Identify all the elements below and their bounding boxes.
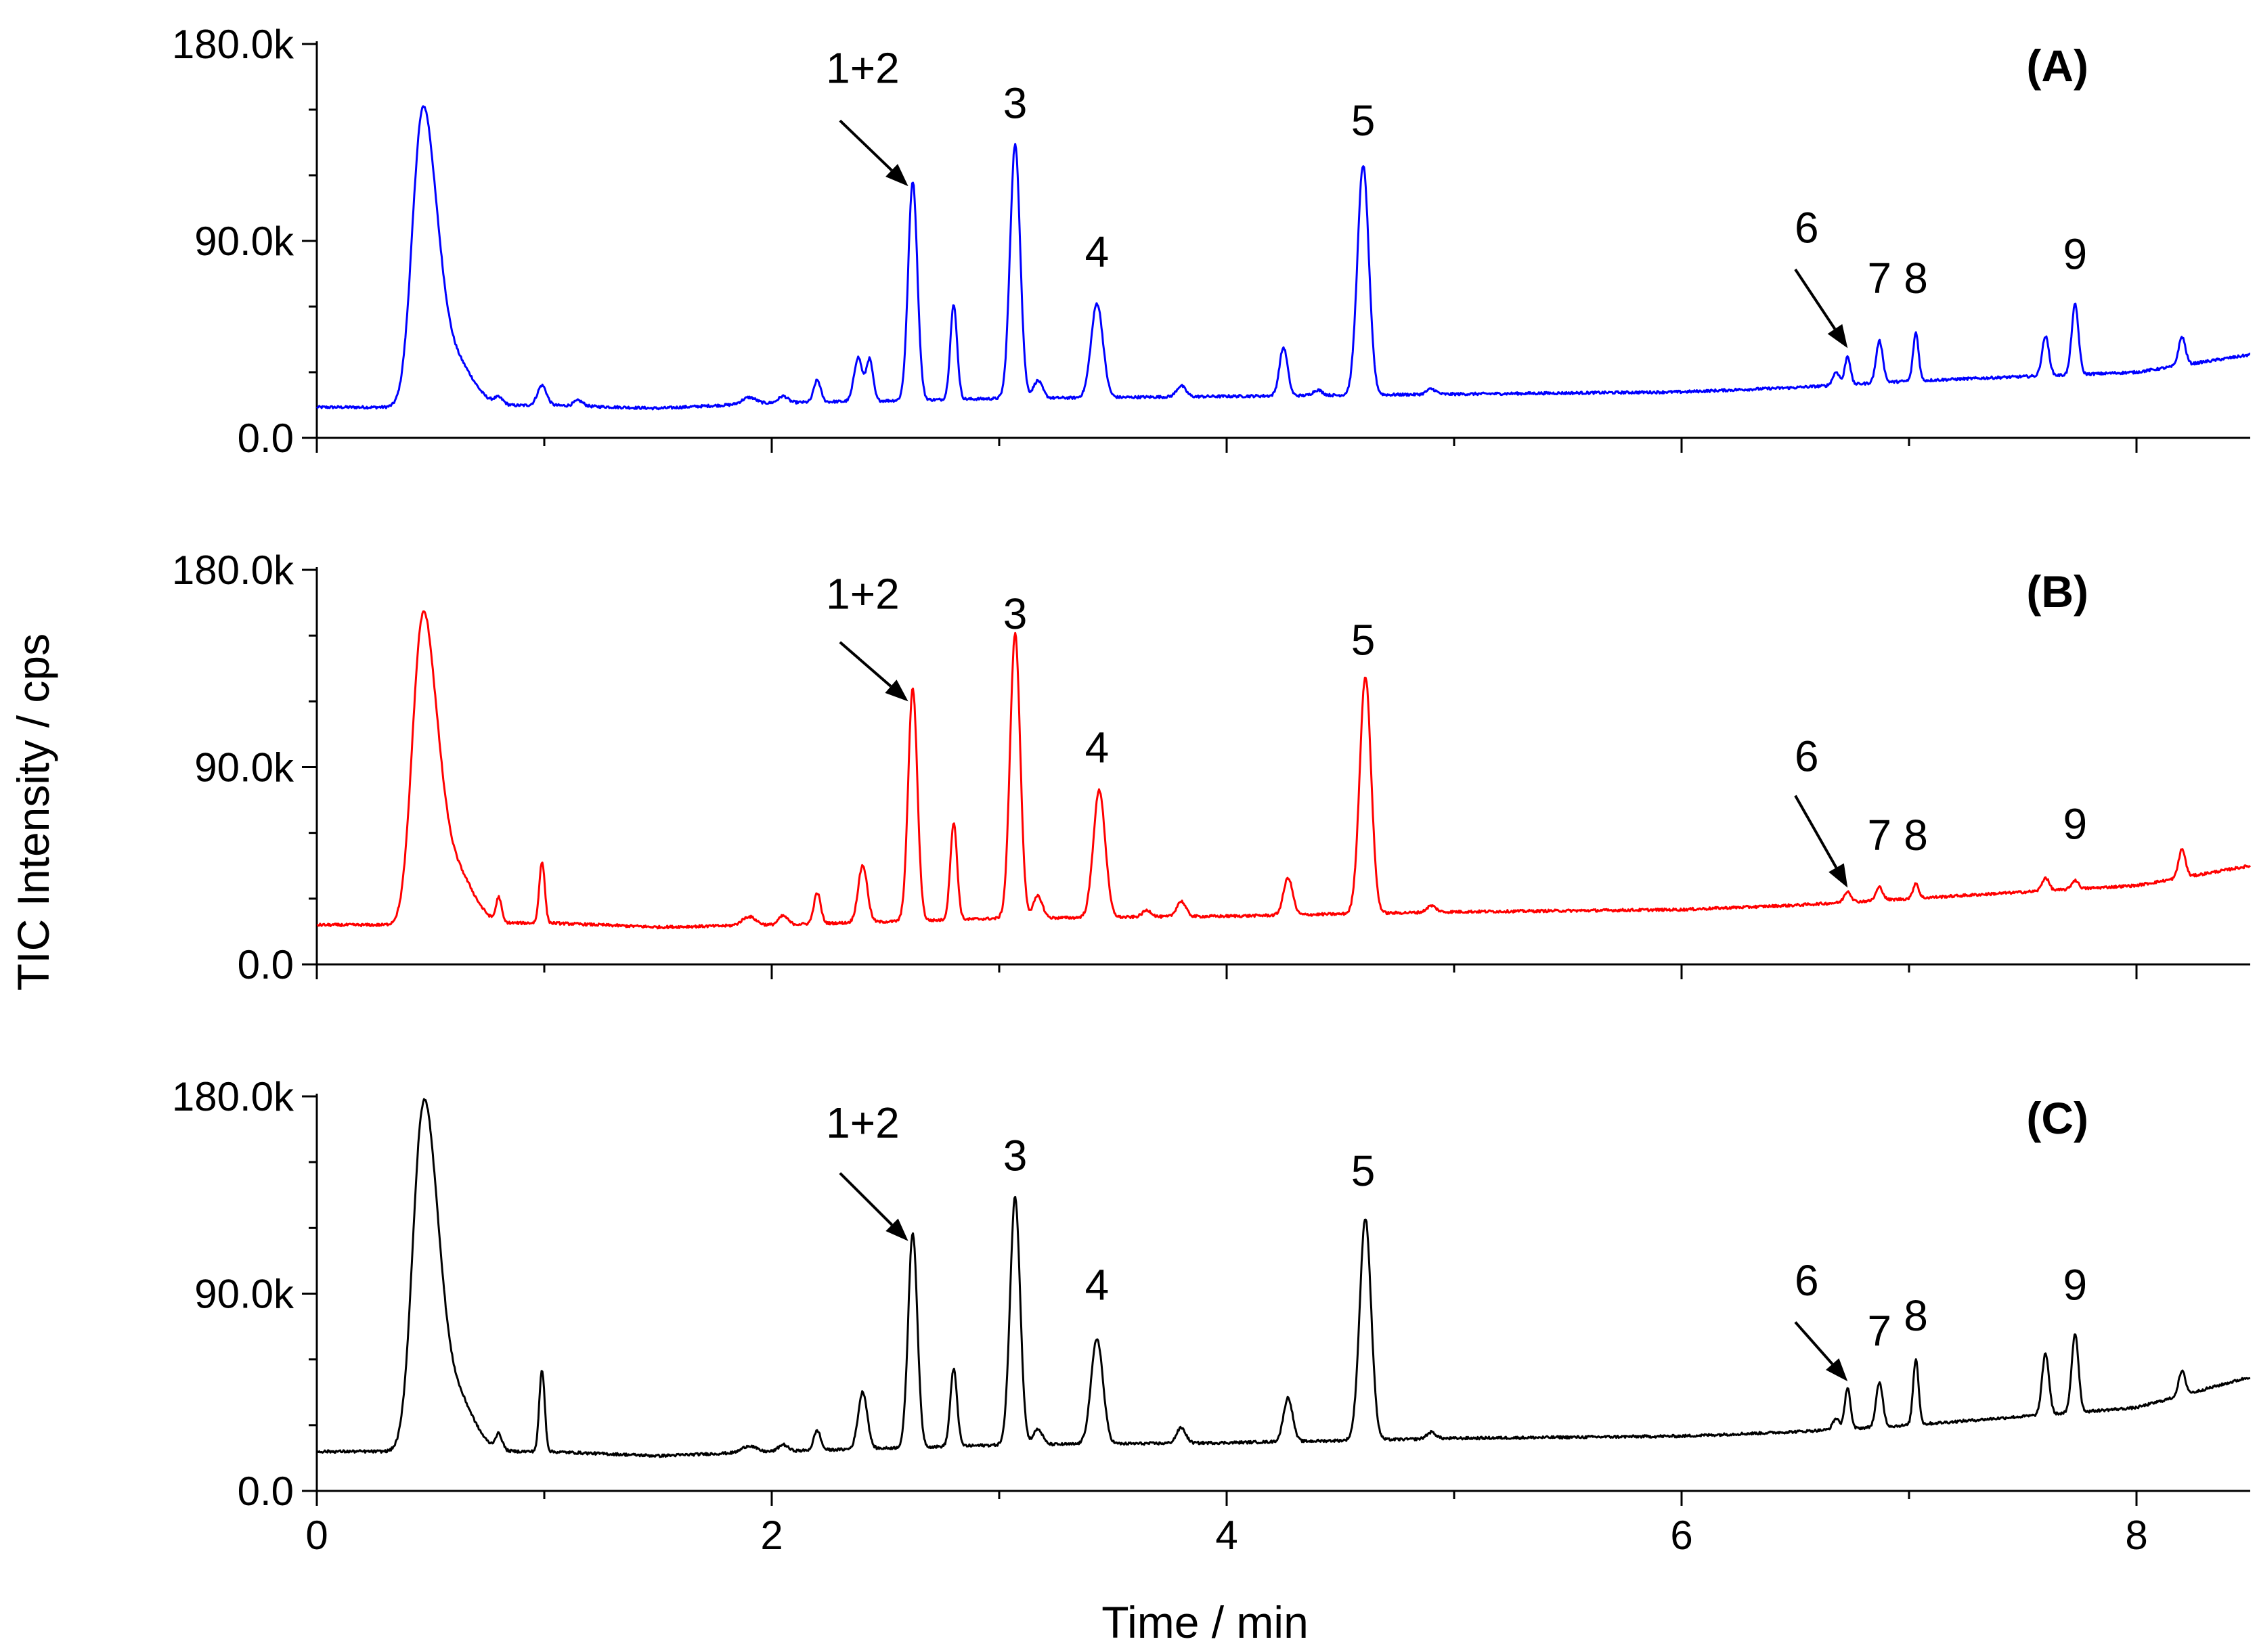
peak-label: 4 bbox=[1085, 723, 1110, 772]
peak-label: 1+2 bbox=[826, 44, 900, 93]
series-trace bbox=[315, 105, 2251, 411]
y-tick-label: 0.0 bbox=[238, 1469, 294, 1514]
y-tick-label: 90.0k bbox=[194, 745, 294, 790]
annotation-arrow-head bbox=[1826, 1358, 1848, 1382]
y-tick-label: 180.0k bbox=[172, 548, 294, 593]
y-tick-label: 90.0k bbox=[194, 219, 294, 264]
x-tick-label: 8 bbox=[2125, 1513, 2147, 1558]
x-tick-label: 0 bbox=[305, 1513, 328, 1558]
peak-label: 7 bbox=[1868, 811, 1892, 860]
y-tick-label: 0.0 bbox=[238, 942, 294, 987]
y-tick-label: 180.0k bbox=[172, 22, 294, 67]
panel-label: (A) bbox=[2026, 41, 2088, 91]
annotation-arrow-shaft bbox=[839, 641, 892, 688]
x-tick-label: 4 bbox=[1215, 1513, 1237, 1558]
peak-label: 6 bbox=[1795, 1256, 1819, 1305]
annotation-arrow-shaft bbox=[1794, 1321, 1834, 1365]
y-tick-label: 180.0k bbox=[172, 1074, 294, 1119]
series-trace bbox=[316, 610, 2252, 930]
x-tick-label: 2 bbox=[760, 1513, 783, 1558]
peak-label: 6 bbox=[1795, 732, 1819, 780]
panel-0: 0.0 90.0k 180.0k (A) 1+2 3 4 5 6 7 8 9 bbox=[172, 22, 2251, 461]
peak-label: 9 bbox=[2063, 800, 2087, 849]
annotation-arrow-shaft bbox=[839, 1171, 893, 1226]
annotation-arrow-head bbox=[1828, 863, 1848, 888]
peak-label: 1+2 bbox=[826, 570, 900, 619]
peak-label: 6 bbox=[1795, 204, 1819, 252]
peak-label: 7 bbox=[1868, 254, 1892, 303]
peak-label: 5 bbox=[1351, 1146, 1376, 1195]
annotation-arrow-head bbox=[1827, 323, 1848, 349]
peak-label: 1+2 bbox=[826, 1098, 900, 1147]
peak-label: 8 bbox=[1904, 811, 1928, 860]
x-axis-title: Time / min bbox=[1101, 1597, 1309, 1647]
peak-label: 8 bbox=[1904, 1291, 1928, 1340]
series-trace bbox=[315, 1098, 2251, 1458]
x-tick-label: 6 bbox=[1670, 1513, 1692, 1558]
annotation-arrow-head bbox=[885, 679, 908, 702]
peak-label: 5 bbox=[1351, 616, 1376, 665]
peak-label: 5 bbox=[1351, 96, 1376, 145]
peak-label: 4 bbox=[1085, 1261, 1110, 1310]
peak-label: 9 bbox=[2063, 1261, 2087, 1310]
peak-label: 8 bbox=[1904, 254, 1928, 303]
y-axis-title: TIC Intensity / cps bbox=[8, 633, 58, 991]
annotation-arrow-head bbox=[885, 1218, 908, 1241]
panel-label: (C) bbox=[2026, 1093, 2088, 1143]
peak-label: 3 bbox=[1003, 589, 1028, 638]
annotation-arrow-head bbox=[885, 164, 908, 187]
peak-label: 3 bbox=[1003, 1131, 1028, 1180]
panel-label: (B) bbox=[2026, 566, 2088, 617]
peak-label: 7 bbox=[1868, 1307, 1892, 1356]
peak-label: 3 bbox=[1003, 79, 1028, 127]
annotation-arrow-shaft bbox=[839, 119, 893, 172]
peak-label: 9 bbox=[2063, 229, 2087, 278]
panel-1: 0.0 90.0k 180.0k (B) 1+2 3 4 5 6 7 8 9 bbox=[172, 548, 2252, 987]
y-tick-label: 0.0 bbox=[238, 416, 294, 461]
annotation-arrow-shaft bbox=[1794, 795, 1838, 869]
annotation-arrow-shaft bbox=[1794, 268, 1837, 330]
y-tick-label: 90.0k bbox=[194, 1272, 294, 1317]
peak-label: 4 bbox=[1085, 227, 1110, 276]
